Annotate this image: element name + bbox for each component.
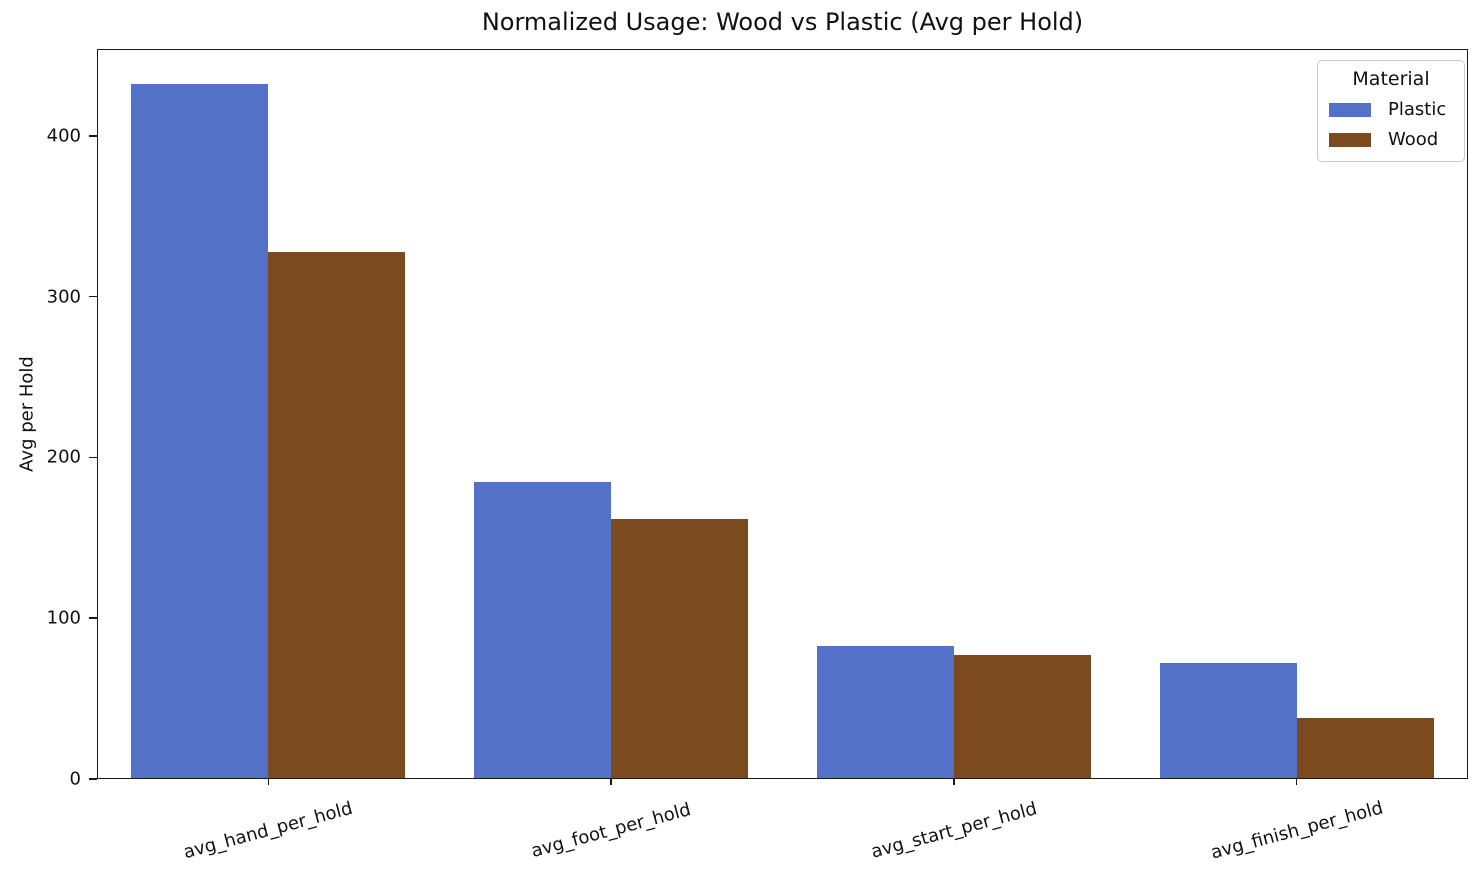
legend-item-wood: Wood [1328, 129, 1454, 150]
legend-item-label: Wood [1388, 129, 1439, 150]
bar-wood-avg_start_per_hold [953, 655, 1091, 779]
bar-wood-avg_foot_per_hold [611, 518, 749, 779]
legend-item-label: Plastic [1388, 99, 1447, 120]
x-tick-mark [1295, 779, 1298, 785]
legend-item-plastic: Plastic [1328, 99, 1454, 120]
legend-swatch-wood [1329, 132, 1371, 147]
bar-plastic-avg_finish_per_hold [1159, 663, 1297, 779]
legend-items: Plastic Wood [1328, 99, 1454, 150]
y-tick-mark [89, 135, 97, 137]
x-tick-mark [610, 779, 612, 785]
legend-swatch-plastic [1329, 102, 1371, 117]
y-tick-mark [89, 456, 97, 459]
bar-wood-avg_finish_per_hold [1296, 717, 1434, 779]
x-tick-mark [267, 779, 270, 785]
bar-plastic-avg_foot_per_hold [474, 481, 612, 779]
y-tick-mark [89, 295, 97, 298]
chart-title: Normalized Usage: Wood vs Plastic (Avg p… [481, 8, 1084, 36]
x-tick-label: avg_start_per_hold [868, 798, 1040, 863]
y-axis: 0 100 200 300 400 [0, 49, 97, 790]
bar-plastic-avg_start_per_hold [816, 645, 954, 779]
y-tick-label: 400 [46, 125, 81, 147]
x-axis: avg_hand_per_hold avg_foot_per_hold avg_st… [97, 779, 1468, 884]
y-tick-mark [89, 617, 97, 619]
y-tick-label: 0 [69, 768, 81, 790]
bar-plastic-avg_hand_per_hold [131, 84, 269, 779]
legend: Material Plastic Wood [1317, 60, 1465, 162]
legend-title: Material [1352, 68, 1430, 90]
y-tick-label: 100 [46, 607, 81, 629]
y-tick-mark [89, 778, 97, 780]
y-tick-label: 200 [46, 446, 81, 468]
x-tick-mark [953, 779, 955, 785]
bar-wood-avg_hand_per_hold [268, 251, 406, 779]
x-tick-label: avg_hand_per_hold [181, 797, 356, 864]
plot-area [97, 49, 1468, 779]
x-tick-label: avg_finish_per_hold [1208, 797, 1386, 864]
y-tick-label: 300 [46, 286, 81, 308]
x-tick-label: avg_foot_per_hold [529, 799, 694, 862]
